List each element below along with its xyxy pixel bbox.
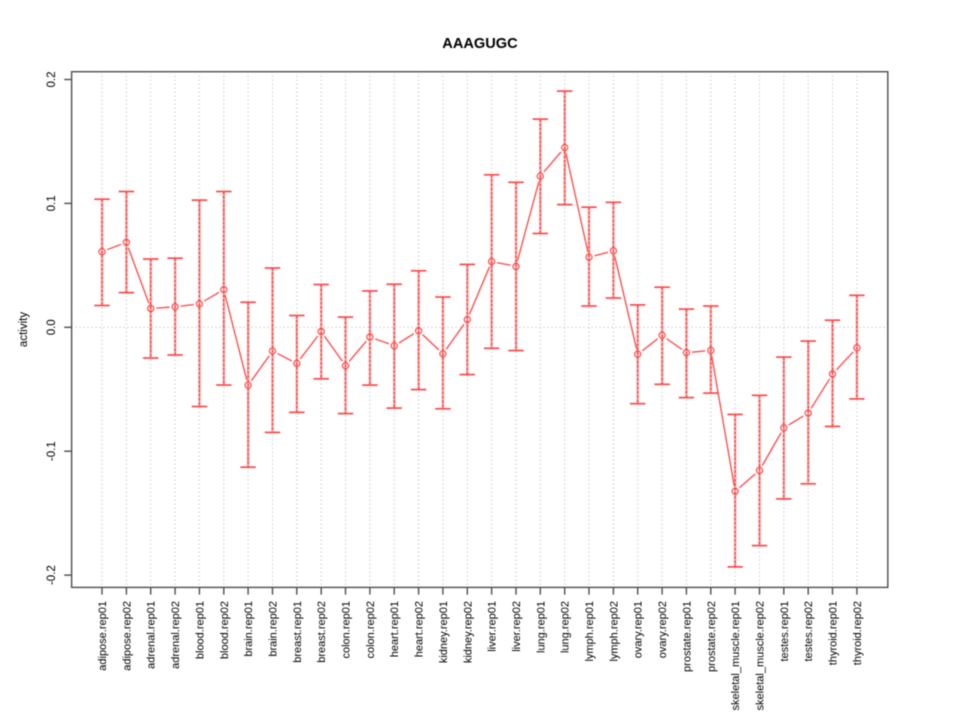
svg-text:adipose.rep01: adipose.rep01: [97, 601, 109, 671]
svg-text:skeletal_muscle.rep01: skeletal_muscle.rep01: [730, 601, 742, 710]
svg-text:thyroid.rep02: thyroid.rep02: [852, 601, 864, 665]
svg-text:colon.rep01: colon.rep01: [341, 601, 353, 659]
svg-text:ovary.rep01: ovary.rep01: [633, 601, 645, 658]
svg-text:blood.rep02: blood.rep02: [219, 601, 231, 659]
svg-text:lung.rep01: lung.rep01: [535, 601, 547, 653]
svg-text:kidney.rep01: kidney.rep01: [438, 601, 450, 663]
svg-text:0.1: 0.1: [46, 195, 58, 211]
svg-text:brain.rep01: brain.rep01: [243, 601, 255, 657]
svg-text:ovary.rep02: ovary.rep02: [657, 601, 669, 658]
svg-text:colon.rep02: colon.rep02: [365, 601, 377, 659]
svg-text:heart.rep01: heart.rep01: [389, 601, 401, 657]
svg-text:breast.rep01: breast.rep01: [292, 601, 304, 663]
svg-text:liver.rep02: liver.rep02: [511, 601, 523, 652]
svg-text:testes.rep02: testes.rep02: [803, 601, 815, 662]
svg-text:-0.1: -0.1: [46, 441, 58, 461]
svg-text:prostate.rep02: prostate.rep02: [706, 601, 718, 672]
svg-text:adipose.rep02: adipose.rep02: [121, 601, 133, 671]
svg-text:brain.rep02: brain.rep02: [268, 601, 280, 657]
svg-text:adrenal.rep02: adrenal.rep02: [170, 601, 182, 669]
svg-text:thyroid.rep01: thyroid.rep01: [828, 601, 840, 665]
svg-text:activity: activity: [18, 312, 30, 347]
svg-text:lung.rep02: lung.rep02: [560, 601, 572, 653]
svg-text:adrenal.rep01: adrenal.rep01: [146, 601, 158, 669]
svg-text:lymph.rep02: lymph.rep02: [608, 601, 620, 662]
svg-text:testes.rep01: testes.rep01: [779, 601, 791, 662]
svg-text:blood.rep01: blood.rep01: [194, 601, 206, 659]
svg-text:lymph.rep01: lymph.rep01: [584, 601, 596, 662]
svg-text:-0.2: -0.2: [46, 565, 58, 585]
svg-text:AAAGUGC: AAAGUGC: [442, 36, 518, 52]
svg-text:skeletal_muscle.rep02: skeletal_muscle.rep02: [755, 601, 767, 710]
svg-text:breast.rep02: breast.rep02: [316, 601, 328, 663]
svg-text:0.2: 0.2: [46, 72, 58, 88]
svg-text:heart.rep02: heart.rep02: [414, 601, 426, 657]
svg-text:prostate.rep01: prostate.rep01: [681, 601, 693, 672]
svg-text:kidney.rep02: kidney.rep02: [462, 601, 474, 663]
svg-text:liver.rep01: liver.rep01: [487, 601, 499, 652]
svg-text:0.0: 0.0: [46, 319, 58, 335]
